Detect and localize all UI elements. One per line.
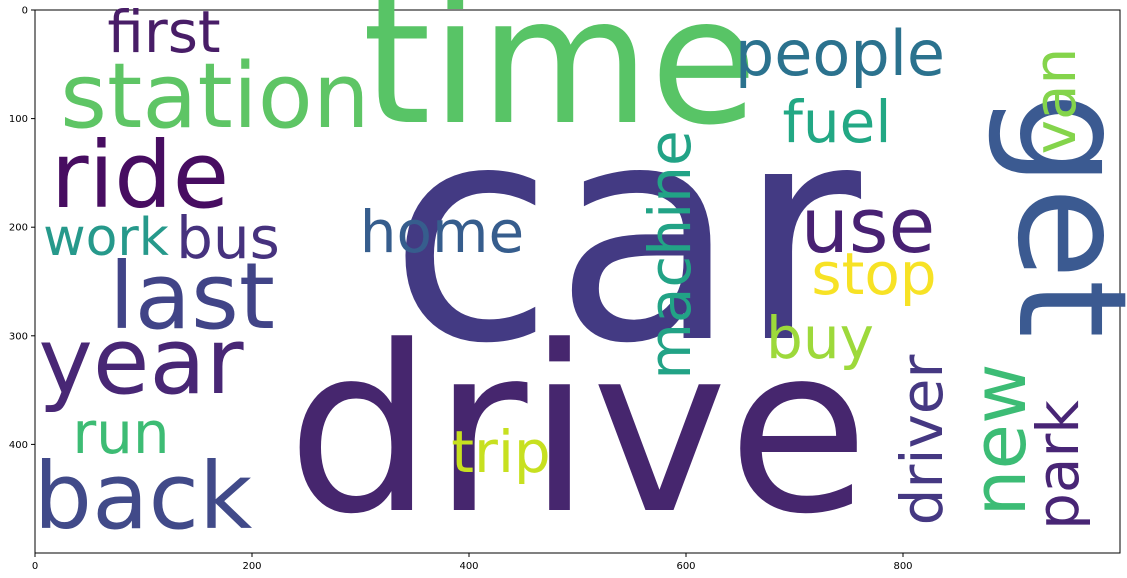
word-run: run — [72, 399, 169, 467]
word-get: get — [984, 92, 1127, 338]
word-driver: driver — [888, 355, 956, 526]
word-fuel: fuel — [783, 88, 892, 156]
word-station: station — [60, 44, 370, 149]
x-axis: 0 200 400 600 800 — [32, 553, 913, 572]
word-use: use — [801, 181, 936, 270]
y-tick-label: 400 — [9, 440, 28, 451]
x-tick-label: 800 — [893, 561, 912, 572]
x-tick-label: 200 — [242, 561, 261, 572]
word-ride: ride — [51, 122, 229, 229]
word-car: car — [389, 60, 864, 409]
y-tick-label: 100 — [9, 114, 28, 125]
word-back: back — [34, 443, 253, 550]
y-tick-label: 300 — [9, 331, 28, 342]
word-drive: drive — [287, 298, 869, 565]
word-work: work — [43, 208, 169, 268]
word-people: people — [735, 17, 945, 90]
word-stop: stop — [811, 240, 936, 308]
word-machine: machine — [636, 130, 704, 379]
word-time: time — [362, 0, 757, 164]
y-tick-label: 200 — [9, 223, 28, 234]
word-year: year — [38, 308, 243, 415]
x-tick-label: 600 — [676, 561, 695, 572]
y-axis: 0 100 200 300 400 — [9, 6, 35, 451]
word-trip: trip — [451, 418, 551, 486]
word-home: home — [360, 198, 524, 266]
word-new: new — [957, 364, 1043, 517]
word-bus: bus — [176, 204, 280, 272]
word-van: van — [1021, 48, 1089, 155]
word-park: park — [1024, 400, 1092, 530]
word-first: first — [107, 0, 220, 66]
y-tick-label: 0 — [22, 6, 28, 17]
x-tick-label: 0 — [32, 561, 38, 572]
x-tick-label: 400 — [459, 561, 478, 572]
plot-area — [34, 9, 1121, 554]
word-buy: buy — [766, 304, 874, 372]
word-last: last — [109, 243, 275, 350]
